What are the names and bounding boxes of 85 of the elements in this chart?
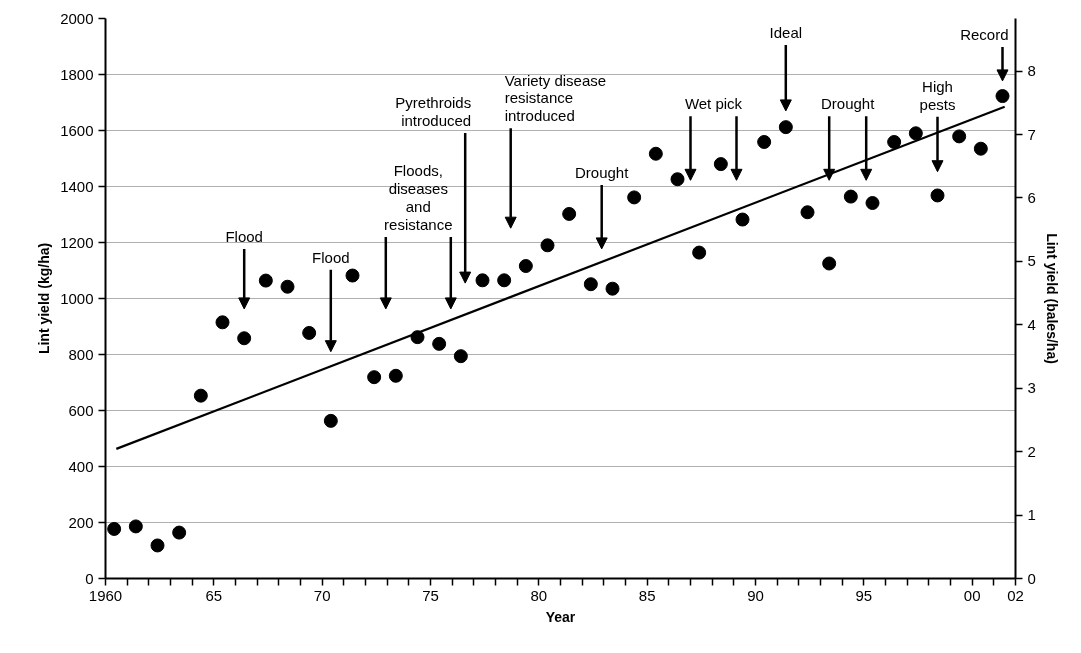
point bbox=[648, 146, 663, 161]
y2-axis-title: Lint yield (bales/ha) bbox=[1043, 233, 1060, 364]
point bbox=[800, 205, 815, 220]
x-tick-label: 75 bbox=[422, 586, 439, 604]
y-tick-label: 1600 bbox=[60, 121, 94, 139]
point bbox=[128, 519, 143, 534]
y-tick-label: 0 bbox=[85, 569, 94, 587]
annotation: Ideal bbox=[769, 23, 803, 41]
point bbox=[952, 129, 967, 144]
y2-tick-label: 1 bbox=[1027, 506, 1036, 524]
point bbox=[280, 279, 295, 294]
annotation: Variety disease resistance introduced bbox=[504, 71, 607, 125]
point bbox=[778, 120, 793, 135]
y2-tick-label: 5 bbox=[1027, 252, 1036, 270]
point bbox=[367, 370, 382, 385]
point bbox=[735, 212, 750, 227]
annotation: Drought bbox=[821, 95, 876, 113]
point bbox=[475, 273, 490, 288]
annotation: High pests bbox=[919, 77, 956, 113]
point bbox=[518, 259, 533, 274]
y-tick-label: 1800 bbox=[60, 65, 94, 83]
point bbox=[627, 190, 642, 205]
point bbox=[583, 277, 598, 292]
point bbox=[107, 521, 122, 536]
point bbox=[843, 189, 858, 204]
point bbox=[670, 172, 685, 187]
point bbox=[345, 268, 360, 283]
point bbox=[150, 538, 165, 553]
x-tick-label: 70 bbox=[313, 586, 331, 604]
x-tick-label: 85 bbox=[638, 586, 656, 604]
point bbox=[215, 315, 230, 330]
y-tick-label: 1400 bbox=[60, 177, 94, 195]
y-tick-label: 1200 bbox=[60, 233, 94, 251]
x-tick-label: 00 bbox=[963, 586, 981, 604]
x-tick-label: 90 bbox=[747, 586, 764, 604]
y2-tick-label: 3 bbox=[1027, 379, 1036, 397]
point bbox=[757, 134, 772, 149]
annotation: Flood bbox=[225, 227, 263, 245]
y-tick-label: 600 bbox=[68, 401, 94, 419]
annotation: Wet pick bbox=[684, 95, 743, 113]
y-tick-label: 1000 bbox=[60, 289, 94, 307]
point bbox=[432, 336, 447, 351]
y-tick-label: 800 bbox=[68, 345, 94, 363]
annotation: Floods, diseases and resistance bbox=[384, 162, 453, 233]
annotation: Record bbox=[960, 25, 1009, 43]
y2-tick-label: 6 bbox=[1027, 188, 1036, 206]
annotation: Pyrethroids introduced bbox=[395, 94, 472, 130]
point bbox=[930, 188, 945, 203]
y-tick-label: 200 bbox=[68, 513, 94, 531]
point bbox=[562, 206, 577, 221]
annotation: Drought bbox=[575, 163, 630, 181]
point bbox=[865, 196, 880, 211]
point bbox=[237, 331, 252, 346]
x-tick-label: 1960 bbox=[88, 586, 123, 604]
point bbox=[822, 256, 837, 271]
y2-tick-label: 7 bbox=[1027, 125, 1036, 143]
point bbox=[908, 126, 923, 141]
y2-tick-label: 8 bbox=[1027, 62, 1036, 80]
point bbox=[995, 89, 1010, 104]
y-axis-title: Lint yield (kg/ha) bbox=[36, 242, 53, 355]
point bbox=[692, 245, 707, 260]
y-tick-label: 400 bbox=[68, 457, 94, 475]
point bbox=[887, 134, 902, 149]
x-tick-label: 02 bbox=[1007, 586, 1024, 604]
y2-tick-label: 2 bbox=[1027, 442, 1036, 460]
point bbox=[258, 273, 273, 288]
point bbox=[323, 413, 338, 428]
point bbox=[302, 325, 317, 340]
point bbox=[713, 157, 728, 172]
x-tick-label: 80 bbox=[530, 586, 548, 604]
point bbox=[540, 238, 555, 253]
point bbox=[388, 368, 403, 383]
point bbox=[193, 388, 208, 403]
y2-tick-label: 0 bbox=[1027, 569, 1036, 587]
annotation: Flood bbox=[312, 248, 350, 266]
point bbox=[605, 281, 620, 296]
x-tick-label: 95 bbox=[855, 586, 873, 604]
y2-tick-label: 4 bbox=[1027, 315, 1036, 333]
x-axis-title: Year bbox=[545, 608, 576, 625]
point bbox=[973, 141, 988, 156]
point bbox=[497, 273, 512, 288]
point bbox=[453, 349, 468, 364]
x-tick-label: 65 bbox=[205, 586, 223, 604]
y-tick-label: 2000 bbox=[60, 9, 94, 27]
point bbox=[172, 525, 187, 540]
